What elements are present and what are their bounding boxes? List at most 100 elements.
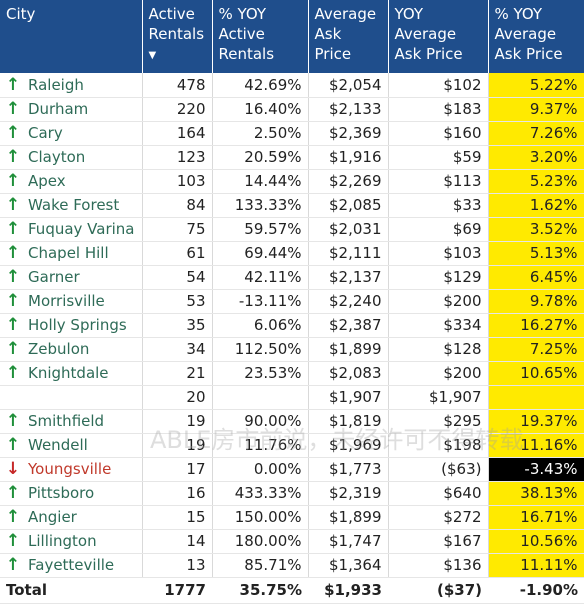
arrow-up-icon: ↑ [4,483,22,503]
pct-yoy-rentals-cell: 23.53% [212,361,308,385]
city-cell: ↑ Wendell [0,433,142,457]
city-cell: ↑ Pittsboro [0,481,142,505]
table-body: ↑ Raleigh 478 42.69% $2,054 $102 5.22% ↑ Durham 2… [0,73,584,603]
pct-yoy-avg-ask-price-cell: 6.45% [488,265,584,289]
sort-desc-icon[interactable]: ▼ [149,46,206,66]
city-cell: ↑ Wake Forest [0,193,142,217]
arrow-up-icon: ↑ [4,363,22,383]
active-rentals-cell: 14 [142,529,212,553]
active-rentals-cell: 16 [142,481,212,505]
pct-yoy-avg-ask-price-cell: 9.78% [488,289,584,313]
arrow-up-icon: ↑ [4,99,22,119]
arrow-up-icon: ↑ [4,195,22,215]
city-name: Zebulon [28,340,89,358]
arrow-up-icon: ↑ [4,507,22,527]
active-rentals-cell: 220 [142,97,212,121]
pct-yoy-rentals-cell [212,385,308,409]
pct-yoy-rentals-cell: 433.33% [212,481,308,505]
city-cell: ↑ Smithfield [0,409,142,433]
table-row[interactable]: ↑ Wake Forest 84 133.33% $2,085 $33 1.62% [0,193,584,217]
table-row[interactable]: ↑ Wendell 19 11.76% $1,969 $198 11.16% [0,433,584,457]
yoy-avg-ask-price-cell: $640 [388,481,488,505]
arrow-down-icon: ↓ [4,459,22,479]
pct-yoy-rentals-cell: 42.69% [212,73,308,97]
active-rentals-cell: 103 [142,169,212,193]
table-row[interactable]: ↑ Fuquay Varina 75 59.57% $2,031 $69 3.52% [0,217,584,241]
active-rentals-cell: 35 [142,313,212,337]
city-cell: ↑ Clayton [0,145,142,169]
pct-yoy-avg-ask-price-cell: 7.25% [488,337,584,361]
city-cell: ↑ Chapel Hill [0,241,142,265]
table-row[interactable]: ↑ Morrisville 53 -13.11% $2,240 $200 9.78% [0,289,584,313]
yoy-avg-ask-price-cell: $183 [388,97,488,121]
header-pct-yoy-active-rentals[interactable]: % YOY Active Rentals [212,0,308,73]
city-cell: ↑ Raleigh [0,73,142,97]
pct-yoy-avg-ask-price-cell: 3.52% [488,217,584,241]
table-row[interactable]: ↑ Chapel Hill 61 69.44% $2,111 $103 5.13% [0,241,584,265]
table-row[interactable]: ↑ Holly Springs 35 6.06% $2,387 $334 16.27% [0,313,584,337]
arrow-up-icon: ↑ [4,75,22,95]
pct-yoy-rentals-cell: 6.06% [212,313,308,337]
table-row[interactable]: ↑ Angier 15 150.00% $1,899 $272 16.71% [0,505,584,529]
avg-ask-price-cell: $2,083 [308,361,388,385]
table-row[interactable]: ↑ Raleigh 478 42.69% $2,054 $102 5.22% [0,73,584,97]
city-name: Morrisville [28,292,105,310]
city-cell: ↑ Morrisville [0,289,142,313]
pct-yoy-rentals-cell: -13.11% [212,289,308,313]
pct-yoy-rentals-cell: 69.44% [212,241,308,265]
table-row[interactable]: ↑ Zebulon 34 112.50% $1,899 $128 7.25% [0,337,584,361]
header-row: City Active Rentals ▼ % YOY Active Renta… [0,0,584,73]
arrow-up-icon: ↑ [4,555,22,575]
table-row[interactable]: ↑ Clayton 123 20.59% $1,916 $59 3.20% [0,145,584,169]
pct-yoy-rentals-cell: 14.44% [212,169,308,193]
total-active-rentals-cell: 1777 [142,577,212,603]
table-row[interactable]: ↑ Garner 54 42.11% $2,137 $129 6.45% [0,265,584,289]
header-city[interactable]: City [0,0,142,73]
pct-yoy-avg-ask-price-cell: 5.22% [488,73,584,97]
avg-ask-price-cell: $2,133 [308,97,388,121]
table-row[interactable]: ↑ Pittsboro 16 433.33% $2,319 $640 38.13% [0,481,584,505]
active-rentals-cell: 123 [142,145,212,169]
city-name: Smithfield [28,412,104,430]
city-cell: ↑ Holly Springs [0,313,142,337]
city-cell: ↑ Lillington [0,529,142,553]
avg-ask-price-cell: $2,369 [308,121,388,145]
city-name: Lillington [28,532,97,550]
table-row[interactable]: ↑ Lillington 14 180.00% $1,747 $167 10.56% [0,529,584,553]
city-cell: ↑ Fayetteville [0,553,142,577]
total-row: Total 1777 35.75% $1,933 ($37) -1.90% [0,577,584,603]
table-row[interactable]: ↓ Youngsville 17 0.00% $1,773 ($63) -3.43% [0,457,584,481]
yoy-avg-ask-price-cell: $113 [388,169,488,193]
header-active-rentals[interactable]: Active Rentals ▼ [142,0,212,73]
pct-yoy-avg-ask-price-cell: 7.26% [488,121,584,145]
table-row[interactable]: ↑ Durham 220 16.40% $2,133 $183 9.37% [0,97,584,121]
table-row[interactable]: ↑ Knightdale 21 23.53% $2,083 $200 10.65% [0,361,584,385]
avg-ask-price-cell: $1,969 [308,433,388,457]
table-row[interactable]: ↑ Smithfield 19 90.00% $1,819 $295 19.37% [0,409,584,433]
city-name: Knightdale [28,364,109,382]
yoy-avg-ask-price-cell: $334 [388,313,488,337]
pct-yoy-avg-ask-price-cell: 9.37% [488,97,584,121]
arrow-up-icon: ↑ [4,171,22,191]
table-row[interactable]: ↑ Fayetteville 13 85.71% $1,364 $136 11.11% [0,553,584,577]
pct-yoy-avg-ask-price-cell: 5.13% [488,241,584,265]
arrow-up-icon: ↑ [4,267,22,287]
table-row[interactable]: ↑ Apex 103 14.44% $2,269 $113 5.23% [0,169,584,193]
table-row[interactable]: 20 $1,907 $1,907 [0,385,584,409]
city-cell: ↑ Durham [0,97,142,121]
header-pct-yoy-average-ask-price[interactable]: % YOY Average Ask Price [488,0,584,73]
pct-yoy-rentals-cell: 180.00% [212,529,308,553]
city-name: Fayetteville [28,556,114,574]
avg-ask-price-cell: $1,899 [308,337,388,361]
yoy-avg-ask-price-cell: ($63) [388,457,488,481]
arrow-up-icon: ↑ [4,243,22,263]
avg-ask-price-cell: $2,240 [308,289,388,313]
table-row[interactable]: ↑ Cary 164 2.50% $2,369 $160 7.26% [0,121,584,145]
header-yoy-average-ask-price[interactable]: YOY Average Ask Price [388,0,488,73]
pct-yoy-avg-ask-price-cell [488,385,584,409]
header-average-ask-price[interactable]: Average Ask Price [308,0,388,73]
yoy-avg-ask-price-cell: $103 [388,241,488,265]
city-cell [0,385,142,409]
yoy-avg-ask-price-cell: $129 [388,265,488,289]
